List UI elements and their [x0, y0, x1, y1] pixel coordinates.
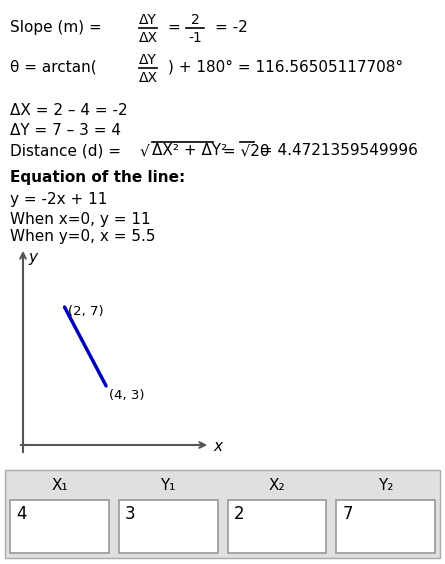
Text: Equation of the line:: Equation of the line:: [10, 170, 185, 185]
Bar: [119, 500, 218, 553]
Text: X₁: X₁: [51, 478, 68, 493]
Text: y = -2x + 11: y = -2x + 11: [10, 192, 107, 207]
Text: (2, 7): (2, 7): [68, 305, 103, 318]
Text: √: √: [140, 143, 150, 158]
Text: When y=0, x = 5.5: When y=0, x = 5.5: [10, 229, 155, 244]
Text: ΔX² + ΔY²: ΔX² + ΔY²: [152, 143, 227, 158]
Text: When x=0, y = 11: When x=0, y = 11: [10, 212, 150, 227]
Text: Distance (d) =: Distance (d) =: [10, 143, 126, 158]
Bar: [336, 500, 435, 553]
Text: ΔY: ΔY: [139, 14, 157, 28]
Text: Y₁: Y₁: [161, 478, 176, 493]
Text: ΔX: ΔX: [138, 70, 158, 85]
Text: = √20: = √20: [218, 143, 270, 158]
Bar: [227, 500, 326, 553]
Text: 7: 7: [342, 505, 353, 523]
Text: (4, 3): (4, 3): [109, 389, 145, 402]
Text: ΔX = 2 – 4 = -2: ΔX = 2 – 4 = -2: [10, 103, 128, 118]
Text: -1: -1: [188, 30, 202, 45]
Text: 2: 2: [190, 14, 199, 28]
Text: ΔY = 7 – 3 = 4: ΔY = 7 – 3 = 4: [10, 123, 121, 138]
Text: Slope (m) =: Slope (m) =: [10, 20, 107, 35]
Text: ΔX: ΔX: [138, 30, 158, 45]
Bar: [5, 470, 440, 558]
Text: ΔY: ΔY: [139, 54, 157, 68]
Text: = 4.4721359549996: = 4.4721359549996: [255, 143, 418, 158]
Text: = -2: = -2: [215, 20, 248, 35]
Text: 4: 4: [16, 505, 27, 523]
Text: 3: 3: [125, 505, 135, 523]
Text: y: y: [28, 250, 37, 265]
Text: Y₂: Y₂: [378, 478, 393, 493]
Text: =: =: [168, 20, 186, 35]
Text: ) + 180° = 116.56505117708°: ) + 180° = 116.56505117708°: [168, 60, 403, 75]
Text: 2: 2: [234, 505, 244, 523]
Text: θ = arctan(: θ = arctan(: [10, 60, 97, 75]
Text: x: x: [213, 439, 222, 454]
Text: X₂: X₂: [269, 478, 285, 493]
Bar: [10, 500, 109, 553]
